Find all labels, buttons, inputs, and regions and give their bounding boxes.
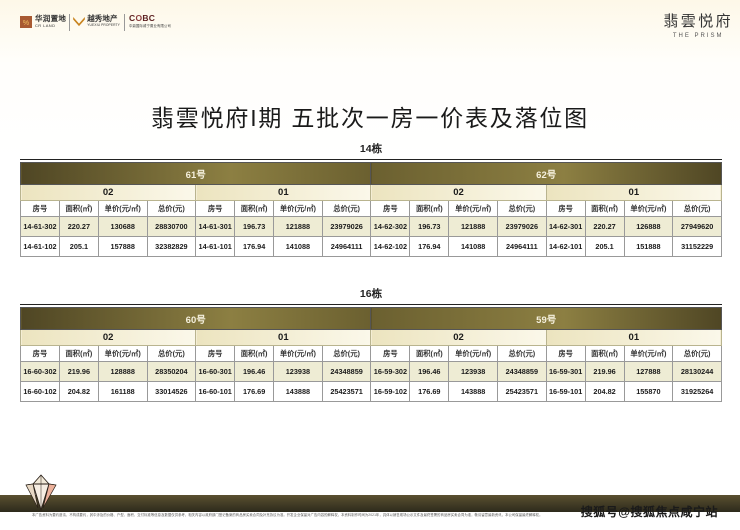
svg-text:%: % [23,20,29,27]
